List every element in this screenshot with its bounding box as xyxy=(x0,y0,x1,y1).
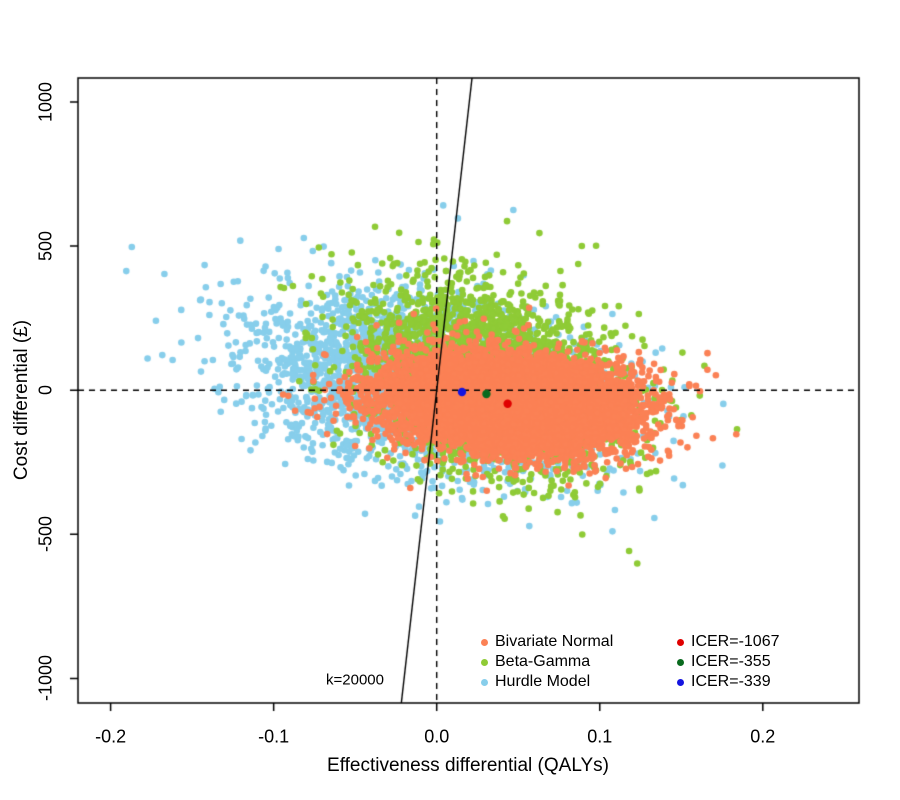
scatter-plot-canvas xyxy=(0,0,900,800)
cost-effectiveness-plane-figure: Effectiveness differential (QALYs) Cost … xyxy=(0,0,900,800)
